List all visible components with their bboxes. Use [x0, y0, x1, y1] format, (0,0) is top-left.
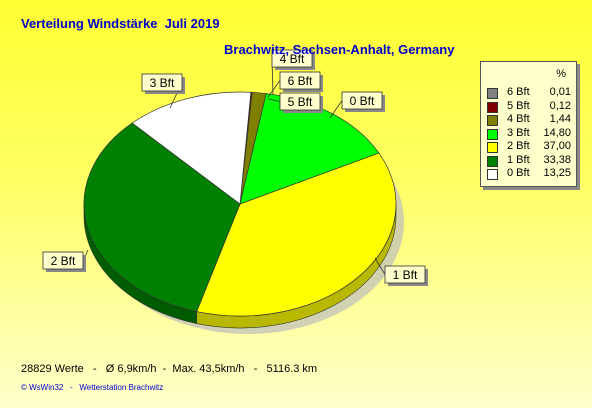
callout-line — [267, 98, 281, 102]
legend-value: 1,44 — [549, 113, 571, 125]
callout-box — [141, 73, 183, 92]
callout-2-bft: 2 Bft — [42, 249, 89, 272]
chart-title: Verteilung Windstärke Juli 2019 — [21, 16, 220, 31]
callout-line — [329, 100, 343, 119]
pie-slice-0-bft — [131, 91, 252, 205]
callout-4-bft: 4 Bft — [271, 49, 315, 96]
legend: % 6 Bft 0,01 5 Bft 0,12 4 Bft 1,44 3 Bft 14,80 2… — [480, 61, 577, 187]
chart-subtitle: Brachwitz, Sachsen-Anhalt, Germany — [224, 42, 455, 57]
callout-line — [374, 257, 386, 275]
legend-swatch — [487, 101, 498, 113]
pie-slice-1-bft — [83, 122, 241, 312]
legend-row: 1 Bft 33,38 — [487, 154, 571, 167]
callout-box — [341, 91, 383, 110]
legend-swatch — [487, 115, 498, 126]
callout-text: 0 Bft — [350, 94, 375, 108]
callout-text: 3 Bft — [150, 76, 175, 90]
callout-3-bft: 3 Bft — [141, 73, 185, 109]
legend-swatch — [487, 142, 498, 153]
pie-slice-3-bft — [239, 93, 380, 205]
legend-label: 3 Bft — [507, 126, 530, 139]
callout-text: 1 Bft — [393, 268, 418, 282]
legend-swatch — [487, 169, 498, 180]
callout-1-bft: 1 Bft — [374, 257, 428, 286]
legend-value: 33,38 — [543, 153, 571, 166]
legend-label: 1 Bft — [507, 153, 530, 166]
legend-row: 2 Bft 37,00 — [487, 140, 571, 153]
legend-value: 13,25 — [543, 167, 571, 179]
legend-header: % — [556, 68, 566, 80]
callout-0-bft: 0 Bft — [329, 91, 385, 119]
legend-row: 3 Bft 14,80 — [487, 127, 571, 140]
legend-row: 5 Bft 0,12 — [487, 100, 571, 113]
callout-box — [279, 71, 321, 90]
legend-label: 6 Bft — [507, 86, 530, 98]
legend-row: 6 Bft 0,01 — [487, 86, 571, 99]
callout-text: 5 Bft — [288, 95, 313, 109]
legend-label: 0 Bft — [507, 167, 530, 179]
stats-line: 28829 Werte - Ø 6,9km/h - Max. 43,5km/h … — [21, 363, 318, 375]
footer-credit: © WsWin32 - Wetterstation Brachwitz — [21, 383, 164, 392]
callout-text: 4 Bft — [280, 52, 305, 66]
legend-value: 0,12 — [549, 99, 571, 112]
callout-text: 6 Bft — [288, 74, 313, 88]
legend-value: 14,80 — [543, 126, 571, 139]
callout-box — [42, 251, 84, 270]
legend-value: 37,00 — [543, 140, 571, 152]
callout-5-bft: 5 Bft — [267, 92, 323, 113]
legend-row: 4 Bft 1,44 — [487, 113, 571, 126]
legend-swatch — [487, 128, 498, 140]
callout-box — [279, 92, 321, 111]
legend-row: 0 Bft 13,25 — [487, 167, 571, 180]
legend-value: 0,01 — [549, 86, 571, 98]
legend-label: 5 Bft — [507, 99, 530, 112]
callout-box — [271, 49, 313, 68]
legend-label: 4 Bft — [507, 113, 530, 125]
callout-text: 2 Bft — [51, 254, 76, 268]
callout-6-bft: 6 Bft — [267, 71, 323, 98]
callout-line — [267, 80, 281, 98]
legend-label: 2 Bft — [507, 140, 530, 152]
pie-slice-2-bft — [196, 152, 397, 317]
callout-box — [384, 265, 426, 284]
legend-swatch — [487, 155, 498, 167]
legend-swatch — [487, 88, 498, 99]
